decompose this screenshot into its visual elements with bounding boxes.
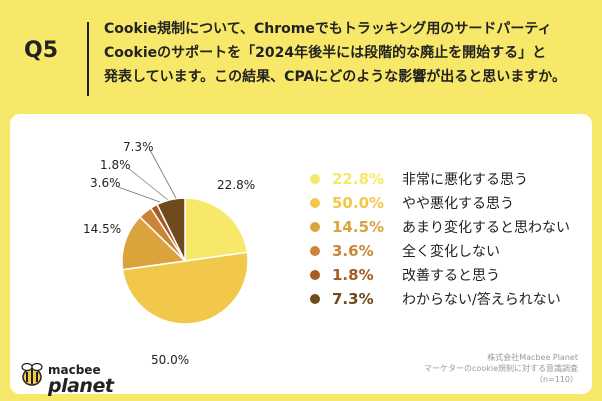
legend-label: 全く変化しない <box>402 244 500 260</box>
source-line-1: 株式会社Macbee Planet <box>487 353 578 362</box>
leader-line-4 <box>117 186 161 203</box>
legend-label: 非常に悪化する思う <box>402 172 528 188</box>
legend-swatch <box>310 270 320 280</box>
legend-label: 改善すると思う <box>402 268 500 284</box>
legend-label: やや悪化する思う <box>402 196 514 212</box>
slice-label-4: 3.6% <box>90 176 121 190</box>
legend-swatch <box>310 174 320 184</box>
legend-item-4: 3.6% 全く変化しない <box>310 239 570 263</box>
pie-chart <box>117 149 249 325</box>
question-text: Cookie規制について、Chromeでもトラッキング用のサードパーティ Coo… <box>104 17 594 89</box>
legend-percent: 14.5% <box>332 218 385 236</box>
logo-top-text: macbee <box>48 363 101 377</box>
pie-slice-6 <box>156 197 186 262</box>
slice-label-3: 14.5% <box>83 222 122 236</box>
legend-percent: 22.8% <box>332 170 385 188</box>
question-line-2: Cookieのサポートを「2024年後半には段階的な廃止を開始する」と <box>104 45 547 61</box>
legend-swatch <box>310 222 320 232</box>
header-divider <box>87 22 89 96</box>
legend-item-1: 22.8% 非常に悪化する思う <box>310 167 570 191</box>
legend-percent: 50.0% <box>332 194 385 212</box>
legend-item-6: 7.3% わからない/答えられない <box>310 287 570 311</box>
source-note: 株式会社Macbee Planet マーケターのcookie規制に対する意識調査… <box>424 352 578 385</box>
source-line-3: （n=110） <box>534 375 578 384</box>
slice-label-2: 50.0% <box>151 353 190 367</box>
legend-percent: 3.6% <box>332 242 374 260</box>
slice-label-5: 1.8% <box>100 158 131 172</box>
legend-label: わからない/答えられない <box>402 292 561 308</box>
legend-swatch <box>310 246 320 256</box>
question-line-1: Cookie規制について、Chromeでもトラッキング用のサードパーティ <box>104 21 552 37</box>
pie-slice-1 <box>184 197 249 262</box>
logo-main-text: planet <box>48 375 114 397</box>
header: Q5 Cookie規制について、Chromeでもトラッキング用のサードパーティ … <box>0 0 602 112</box>
legend-swatch <box>310 294 320 304</box>
leader-line-6 <box>149 149 177 199</box>
legend-item-3: 14.5% あまり変化すると思わない <box>310 215 570 239</box>
chart-card: 22.8% 50.0% 14.5% 3.6% 1.8% 7.3% 22.8% 非常に悪化する… <box>10 114 592 397</box>
question-line-3: 発表しています。この結果、CPAにどのような影響が出ると思いますか。 <box>104 69 566 85</box>
legend-swatch <box>310 198 320 208</box>
pie-slice-2 <box>121 251 249 325</box>
legend-item-2: 50.0% やや悪化する思う <box>310 191 570 215</box>
legend-percent: 1.8% <box>332 266 374 284</box>
pie-slice-3 <box>121 215 187 271</box>
leader-line-5 <box>127 167 169 201</box>
legend: 22.8% 非常に悪化する思う 50.0% やや悪化する思う 14.5% あまり変化すると… <box>310 167 570 311</box>
legend-percent: 7.3% <box>332 290 374 308</box>
legend-label: あまり変化すると思わない <box>402 220 570 236</box>
question-number: Q5 <box>24 38 59 63</box>
source-line-2: マーケターのcookie規制に対する意識調査 <box>424 364 578 373</box>
legend-item-5: 1.8% 改善すると思う <box>310 263 570 287</box>
slice-label-6: 7.3% <box>123 140 154 154</box>
macbee-planet-logo: macbee planet <box>18 361 114 397</box>
slice-label-1: 22.8% <box>217 178 256 192</box>
bee-icon <box>21 362 43 386</box>
